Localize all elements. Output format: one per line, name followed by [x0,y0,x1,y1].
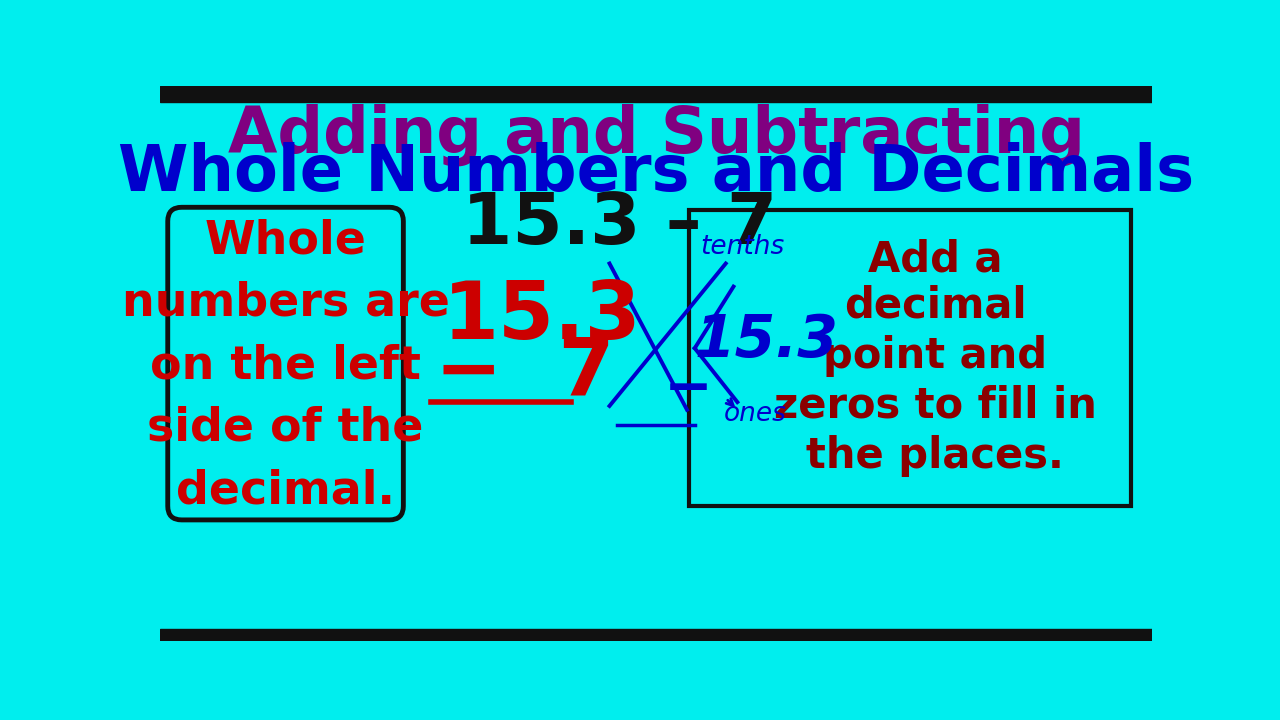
Bar [160,86,1152,102]
Text: tenths: tenths [700,233,785,259]
Bar [690,210,1132,506]
Bar [160,629,1152,641]
Text: Whole
numbers are
on the left
side of the
decimal.: Whole numbers are on the left side of th… [122,218,449,513]
Text: Whole Numbers and Decimals: Whole Numbers and Decimals [118,143,1194,204]
Text: zeros to fill in: zeros to fill in [773,385,1097,427]
Text: −: − [664,360,713,417]
Text: −  7: − 7 [435,334,614,412]
Text: 15.3: 15.3 [443,279,641,356]
Text: ones: ones [724,400,787,427]
Text: Adding and Subtracting: Adding and Subtracting [228,104,1084,166]
Text: decimal: decimal [844,285,1027,327]
Text: 15.3 – 7: 15.3 – 7 [462,191,777,259]
Text: point and: point and [823,335,1047,377]
Text: 15.3: 15.3 [695,312,838,369]
Text: Add a: Add a [868,238,1002,281]
Text: the places.: the places. [806,435,1064,477]
FancyBboxPatch shape [168,207,403,520]
